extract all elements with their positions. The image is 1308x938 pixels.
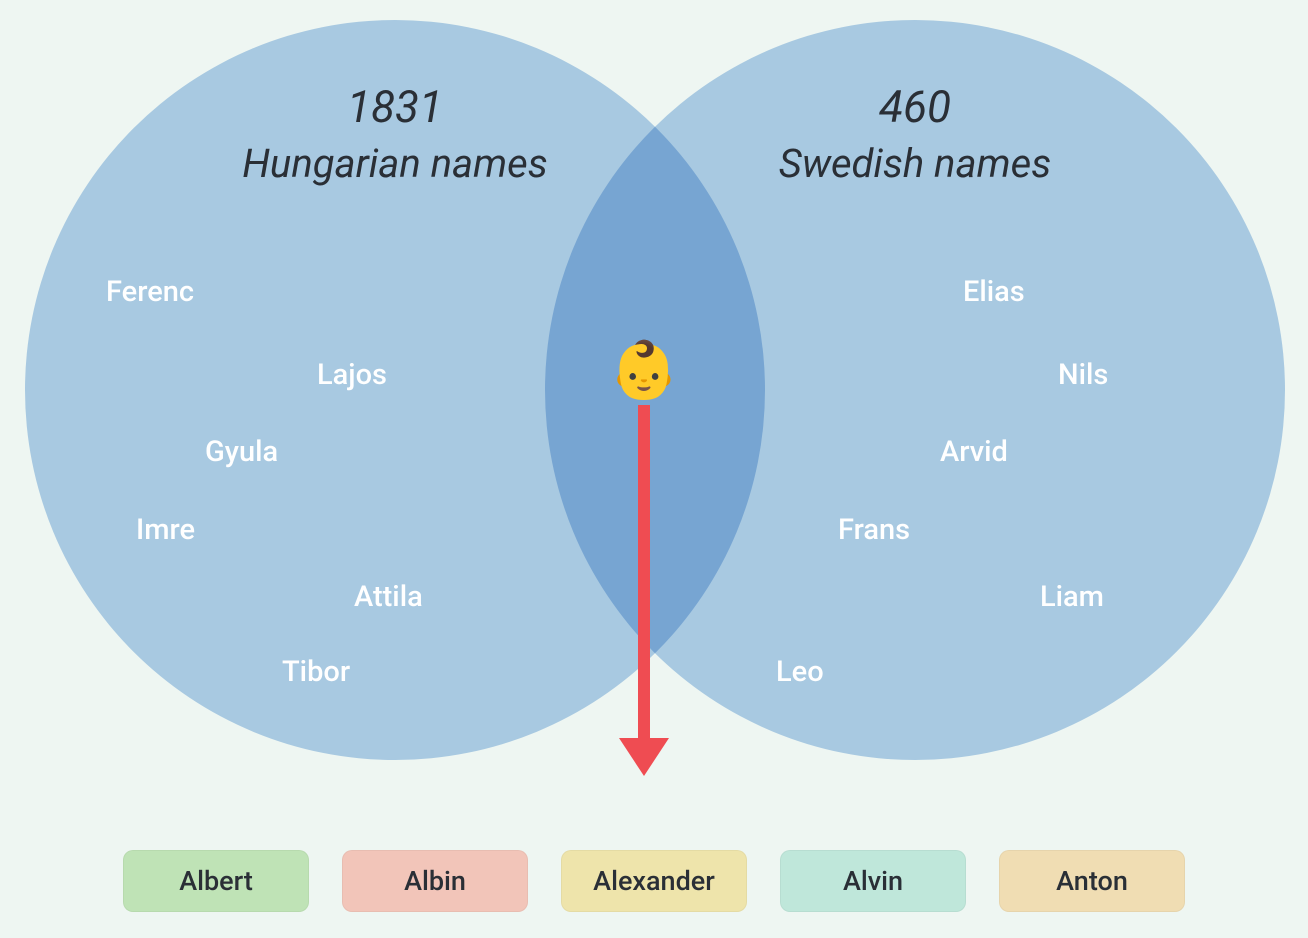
venn-name: Nils [1058, 358, 1108, 392]
venn-name: Gyula [205, 435, 278, 469]
venn-name: Imre [136, 513, 195, 547]
name-chip[interactable]: Alexander [561, 850, 747, 912]
venn-title-swedish: 460 Swedish names [660, 78, 1170, 191]
venn-name: Arvid [940, 435, 1008, 469]
venn-name: Attila [354, 580, 423, 614]
arrow-head-icon [619, 738, 669, 776]
venn-name: Lajos [317, 358, 387, 392]
venn-count-hungarian: 1831 [140, 78, 650, 137]
venn-count-swedish: 460 [660, 78, 1170, 137]
venn-name: Leo [776, 655, 824, 689]
venn-name: Frans [838, 513, 910, 547]
baby-icon: 👶 [609, 342, 679, 398]
stage: 1831 Hungarian names 460 Swedish names F… [0, 0, 1308, 938]
venn-name: Liam [1040, 580, 1104, 614]
name-chip[interactable]: Albin [342, 850, 528, 912]
venn-name: Ferenc [106, 275, 194, 309]
name-chip[interactable]: Anton [999, 850, 1185, 912]
name-chips-row: Albert Albin Alexander Alvin Anton [0, 850, 1308, 912]
venn-name: Elias [963, 275, 1025, 309]
name-chip[interactable]: Alvin [780, 850, 966, 912]
venn-title-hungarian: 1831 Hungarian names [140, 78, 650, 191]
name-chip[interactable]: Albert [123, 850, 309, 912]
venn-name: Tibor [282, 655, 350, 689]
venn-label-hungarian: Hungarian names [140, 137, 650, 191]
arrow-line [638, 405, 650, 740]
venn-label-swedish: Swedish names [660, 137, 1170, 191]
